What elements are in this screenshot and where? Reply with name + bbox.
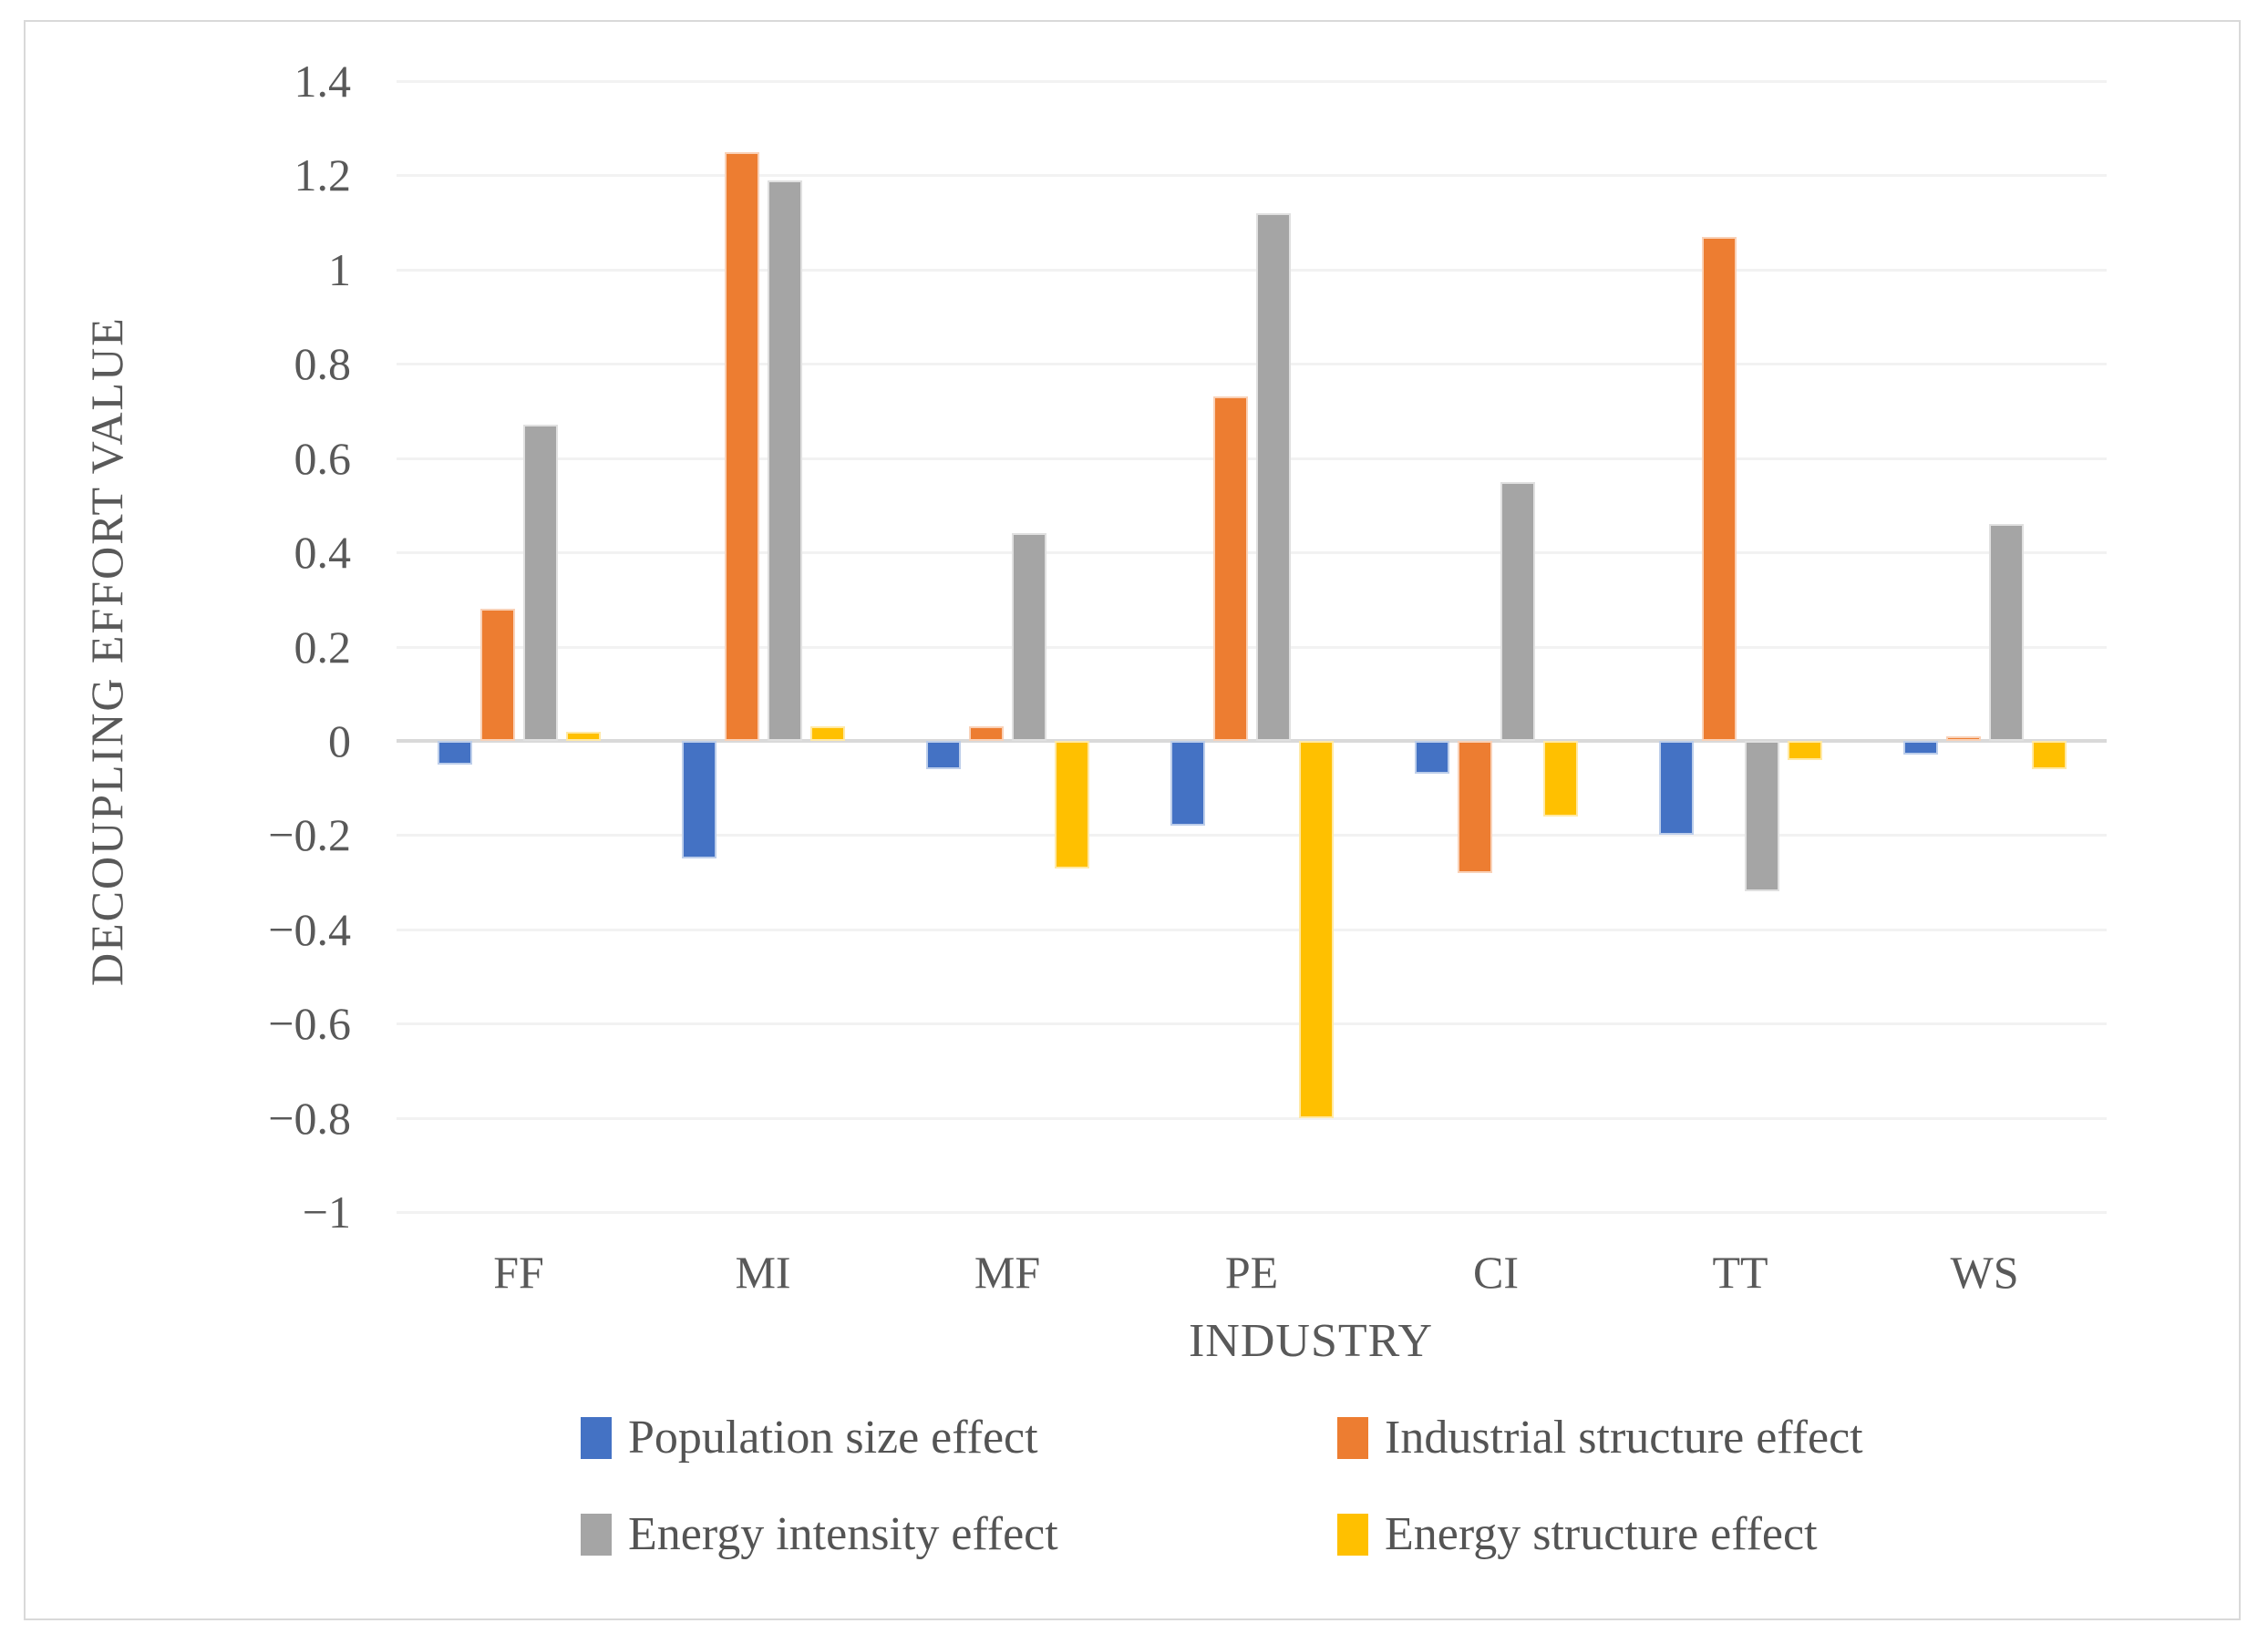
gridline — [397, 363, 2107, 366]
y-axis-title: DECOUPLING EFFORT VALUE — [81, 316, 132, 987]
bar-PE-series2 — [1255, 212, 1291, 741]
bar-CI-series0 — [1414, 740, 1449, 775]
y-tick-label: −0.4 — [268, 903, 351, 955]
gridline — [397, 928, 2107, 931]
y-tick-label: 0 — [328, 714, 351, 766]
y-tick-label: −0.6 — [268, 998, 351, 1050]
y-tick-label: 0.6 — [294, 432, 352, 484]
chart-frame — [24, 20, 2241, 1620]
gridline — [397, 80, 2107, 83]
zero-axis-line — [397, 738, 2107, 743]
bar-FF-series3 — [565, 731, 601, 741]
bar-CI-series3 — [1542, 740, 1578, 817]
y-tick-label: 1 — [328, 243, 351, 295]
y-tick-label: 0.4 — [294, 527, 352, 579]
legend-item: Industrial structure effect — [1337, 1413, 1863, 1464]
legend-item: Population size effect — [581, 1413, 1038, 1464]
y-tick-label: 0.8 — [294, 338, 352, 390]
y-tick-label: −0.8 — [268, 1092, 351, 1144]
y-tick-label: 1.2 — [294, 149, 352, 201]
gridline — [397, 268, 2107, 272]
gridline — [397, 174, 2107, 178]
bar-WS-series3 — [2031, 740, 2067, 769]
bar-MF-series0 — [925, 740, 961, 769]
legend-label: Industrial structure effect — [1385, 1412, 1863, 1464]
bar-FF-series0 — [437, 740, 472, 765]
bar-WS-series1 — [1945, 735, 1981, 741]
bar-WS-series2 — [1988, 524, 2024, 741]
bar-PE-series3 — [1298, 740, 1334, 1118]
y-tick-label: 1.4 — [294, 56, 352, 107]
y-tick-label: −1 — [302, 1187, 351, 1238]
bar-TT-series1 — [1701, 236, 1737, 741]
category-label-CI: CI — [1473, 1247, 1519, 1298]
bar-MI-series3 — [809, 726, 845, 741]
category-label-FF: FF — [493, 1247, 544, 1298]
category-label-MF: MF — [974, 1247, 1041, 1298]
y-tick-label: −0.2 — [268, 809, 351, 861]
bar-PE-series1 — [1212, 396, 1248, 741]
bar-TT-series0 — [1658, 740, 1694, 836]
gridline — [397, 1022, 2107, 1026]
legend-item: Energy intensity effect — [581, 1509, 1058, 1560]
bar-FF-series2 — [522, 425, 558, 741]
bar-CI-series2 — [1500, 481, 1535, 741]
category-label-PE: PE — [1224, 1247, 1279, 1298]
bar-TT-series2 — [1744, 740, 1779, 892]
category-label-WS: WS — [1950, 1247, 2019, 1298]
legend-item: Energy structure effect — [1337, 1509, 1818, 1560]
legend-label: Population size effect — [628, 1412, 1038, 1464]
bar-MI-series1 — [724, 151, 759, 741]
bar-MF-series3 — [1054, 740, 1089, 868]
x-axis-title: INDUSTRY — [1188, 1315, 1434, 1367]
bar-MF-series2 — [1011, 533, 1046, 741]
gridline — [397, 645, 2107, 649]
bar-PE-series0 — [1170, 740, 1205, 826]
legend-label: Energy intensity effect — [628, 1508, 1058, 1560]
bar-WS-series0 — [1902, 740, 1938, 755]
bar-TT-series3 — [1787, 740, 1822, 760]
y-tick-label: 0.2 — [294, 621, 352, 673]
bar-MF-series1 — [968, 726, 1004, 741]
gridline — [397, 1211, 2107, 1214]
bar-CI-series1 — [1457, 740, 1492, 873]
gridline — [397, 834, 2107, 837]
bar-FF-series1 — [479, 609, 515, 741]
gridline — [397, 551, 2107, 555]
gridline — [397, 457, 2107, 460]
legend-label: Energy structure effect — [1385, 1508, 1818, 1560]
legend-swatch — [581, 1417, 612, 1459]
category-label-TT: TT — [1712, 1247, 1768, 1298]
bar-MI-series2 — [767, 180, 802, 741]
bar-MI-series0 — [681, 740, 716, 859]
gridline — [397, 1116, 2107, 1120]
legend-swatch — [1337, 1417, 1368, 1459]
legend-swatch — [581, 1514, 612, 1556]
category-label-MI: MI — [735, 1247, 791, 1298]
legend-swatch — [1337, 1514, 1368, 1556]
